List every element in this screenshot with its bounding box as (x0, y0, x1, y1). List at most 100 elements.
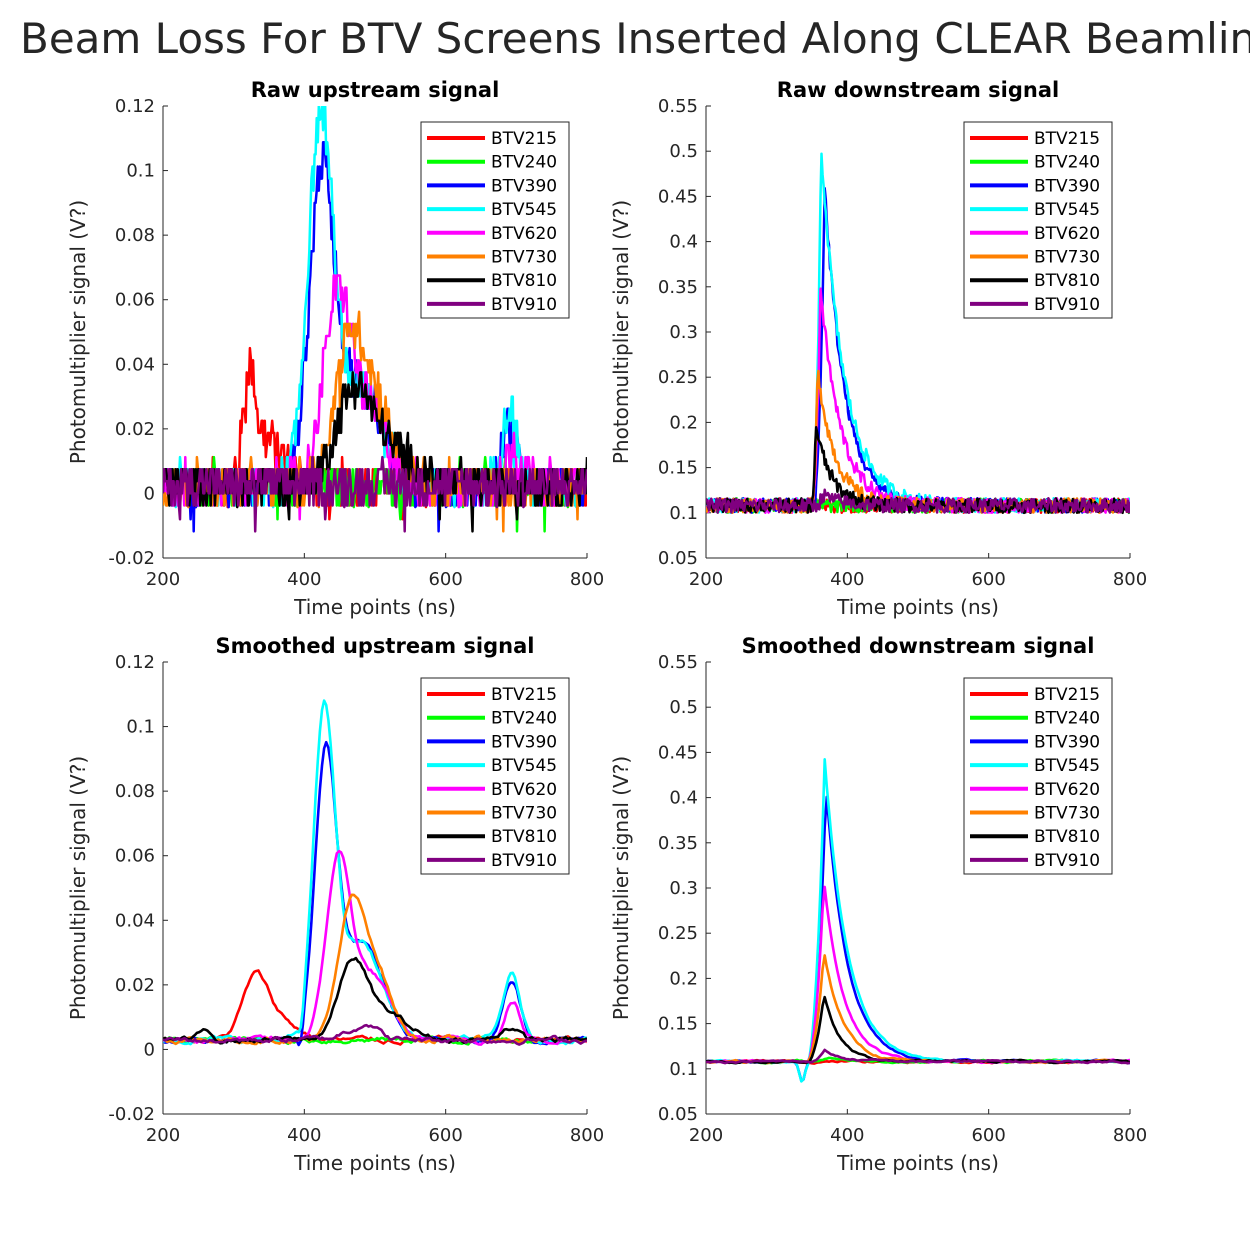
x-tick-label: 200 (689, 569, 723, 590)
y-tick-label: 0.3 (669, 322, 698, 343)
series-line-btv620 (706, 885, 1130, 1065)
subplot-4: 200 400 600 800 0.05 0.1 0.15 0.2 0.25 0.3 0.35 0.4… (609, 634, 1147, 1175)
legend-label-btv910: BTV910 (1034, 295, 1100, 315)
y-tick-label: 0.06 (115, 846, 155, 867)
y-tick-label: 0.1 (126, 161, 155, 182)
legend-label-btv240: BTV240 (1034, 709, 1100, 729)
plot-area (706, 152, 1130, 515)
x-tick-label: 800 (570, 1125, 604, 1146)
y-tick-label: 0 (144, 1039, 155, 1060)
y-tick-label: 0.04 (115, 910, 155, 931)
legend: BTV215 BTV240 BTV390 BTV545 BTV620 BTV730 BTV8… (420, 677, 570, 875)
y-tick-label: 0.08 (115, 781, 155, 802)
y-axis-label: Photomultiplier signal (V?) (66, 756, 90, 1020)
series-line-btv910 (706, 1048, 1130, 1065)
y-tick-label: 0.1 (669, 1059, 698, 1080)
y-tick-label: 0.02 (115, 975, 155, 996)
y-tick-label: 0.12 (115, 652, 155, 673)
legend-label-btv810: BTV810 (491, 271, 557, 291)
x-tick-label: 200 (146, 1125, 180, 1146)
legend-label-btv910: BTV910 (491, 295, 557, 315)
x-axis-label: Time points (ns) (293, 595, 456, 619)
subplot-1: 200 400 600 800 -0.02 0 0.02 0.04 0.06 0.08 0.1 0.1… (66, 78, 604, 619)
series-line-btv730 (706, 369, 1130, 515)
y-tick-label: -0.02 (108, 548, 155, 569)
series-line-btv810 (163, 956, 587, 1045)
y-tick-label: 0.45 (658, 186, 698, 207)
legend-label-btv390: BTV390 (1034, 732, 1100, 752)
legend-label-btv810: BTV810 (491, 827, 557, 847)
x-tick-label: 800 (1113, 569, 1147, 590)
legend-label-btv240: BTV240 (491, 153, 557, 173)
legend-label-btv215: BTV215 (491, 129, 557, 149)
y-tick-label: 0.08 (115, 225, 155, 246)
legend-label-btv390: BTV390 (491, 176, 557, 196)
y-tick-label: 0.06 (115, 290, 155, 311)
x-tick-label: 400 (830, 569, 864, 590)
series-line-btv910 (163, 455, 587, 533)
legend-label-btv730: BTV730 (491, 248, 557, 268)
x-tick-label: 200 (146, 569, 180, 590)
legend-label-btv730: BTV730 (491, 804, 557, 824)
x-tick-label: 200 (689, 1125, 723, 1146)
legend-box (963, 677, 1113, 875)
plot-area (163, 106, 587, 533)
series-line-btv620 (706, 287, 1130, 515)
y-tick-label: 0.35 (658, 833, 698, 854)
y-tick-label: 0.2 (669, 968, 698, 989)
legend-label-btv390: BTV390 (491, 732, 557, 752)
x-axis-label: Time points (ns) (293, 1151, 456, 1175)
legend: BTV215 BTV240 BTV390 BTV545 BTV620 BTV730 BTV8… (420, 121, 570, 319)
subplot-title: Raw upstream signal (251, 78, 500, 102)
x-axis-label: Time points (ns) (836, 595, 999, 619)
plot-area (706, 757, 1130, 1083)
legend-label-btv910: BTV910 (491, 851, 557, 871)
y-tick-label: 0.3 (669, 878, 698, 899)
legend: BTV215 BTV240 BTV390 BTV545 BTV620 BTV730 BTV8… (963, 677, 1113, 875)
legend-box (420, 121, 570, 319)
y-axis-label: Photomultiplier signal (V?) (609, 200, 633, 464)
legend-label-btv215: BTV215 (491, 685, 557, 705)
legend-label-btv910: BTV910 (1034, 851, 1100, 871)
subplot-3: 200 400 600 800 -0.02 0 0.02 0.04 0.06 0.08 0.1 0.1… (66, 634, 604, 1175)
legend-box (963, 121, 1113, 319)
y-tick-label: 0.15 (658, 1014, 698, 1035)
y-tick-label: 0.05 (658, 1104, 698, 1125)
subplot-title: Raw downstream signal (777, 78, 1059, 102)
legend-label-btv545: BTV545 (1034, 756, 1100, 776)
x-tick-label: 600 (428, 1125, 462, 1146)
legend-label-btv620: BTV620 (1034, 780, 1100, 800)
legend-label-btv545: BTV545 (1034, 200, 1100, 220)
series-line-btv730 (706, 954, 1130, 1065)
y-tick-label: -0.02 (108, 1104, 155, 1125)
legend-label-btv240: BTV240 (491, 709, 557, 729)
y-tick-label: 0.1 (669, 503, 698, 524)
legend-label-btv240: BTV240 (1034, 153, 1100, 173)
y-tick-label: 0.4 (669, 788, 698, 809)
x-tick-label: 800 (570, 569, 604, 590)
y-axis-label: Photomultiplier signal (V?) (609, 756, 633, 1020)
legend-label-btv810: BTV810 (1034, 271, 1100, 291)
series-line-btv910 (706, 488, 1130, 515)
y-tick-label: 0.55 (658, 96, 698, 117)
x-tick-label: 400 (830, 1125, 864, 1146)
legend-label-btv730: BTV730 (1034, 248, 1100, 268)
y-tick-label: 0.1 (126, 717, 155, 738)
legend-label-btv215: BTV215 (1034, 129, 1100, 149)
y-tick-label: 0.05 (658, 548, 698, 569)
y-tick-label: 0.04 (115, 354, 155, 375)
legend-label-btv620: BTV620 (491, 780, 557, 800)
y-axis-label: Photomultiplier signal (V?) (66, 200, 90, 464)
y-tick-label: 0.15 (658, 458, 698, 479)
legend-label-btv810: BTV810 (1034, 827, 1100, 847)
x-tick-label: 800 (1113, 1125, 1147, 1146)
y-tick-label: 0.35 (658, 277, 698, 298)
legend-label-btv390: BTV390 (1034, 176, 1100, 196)
y-tick-label: 0 (144, 483, 155, 504)
x-tick-label: 600 (971, 1125, 1005, 1146)
x-tick-label: 600 (428, 569, 462, 590)
legend-label-btv730: BTV730 (1034, 804, 1100, 824)
x-axis-label: Time points (ns) (836, 1151, 999, 1175)
y-tick-label: 0.25 (658, 923, 698, 944)
